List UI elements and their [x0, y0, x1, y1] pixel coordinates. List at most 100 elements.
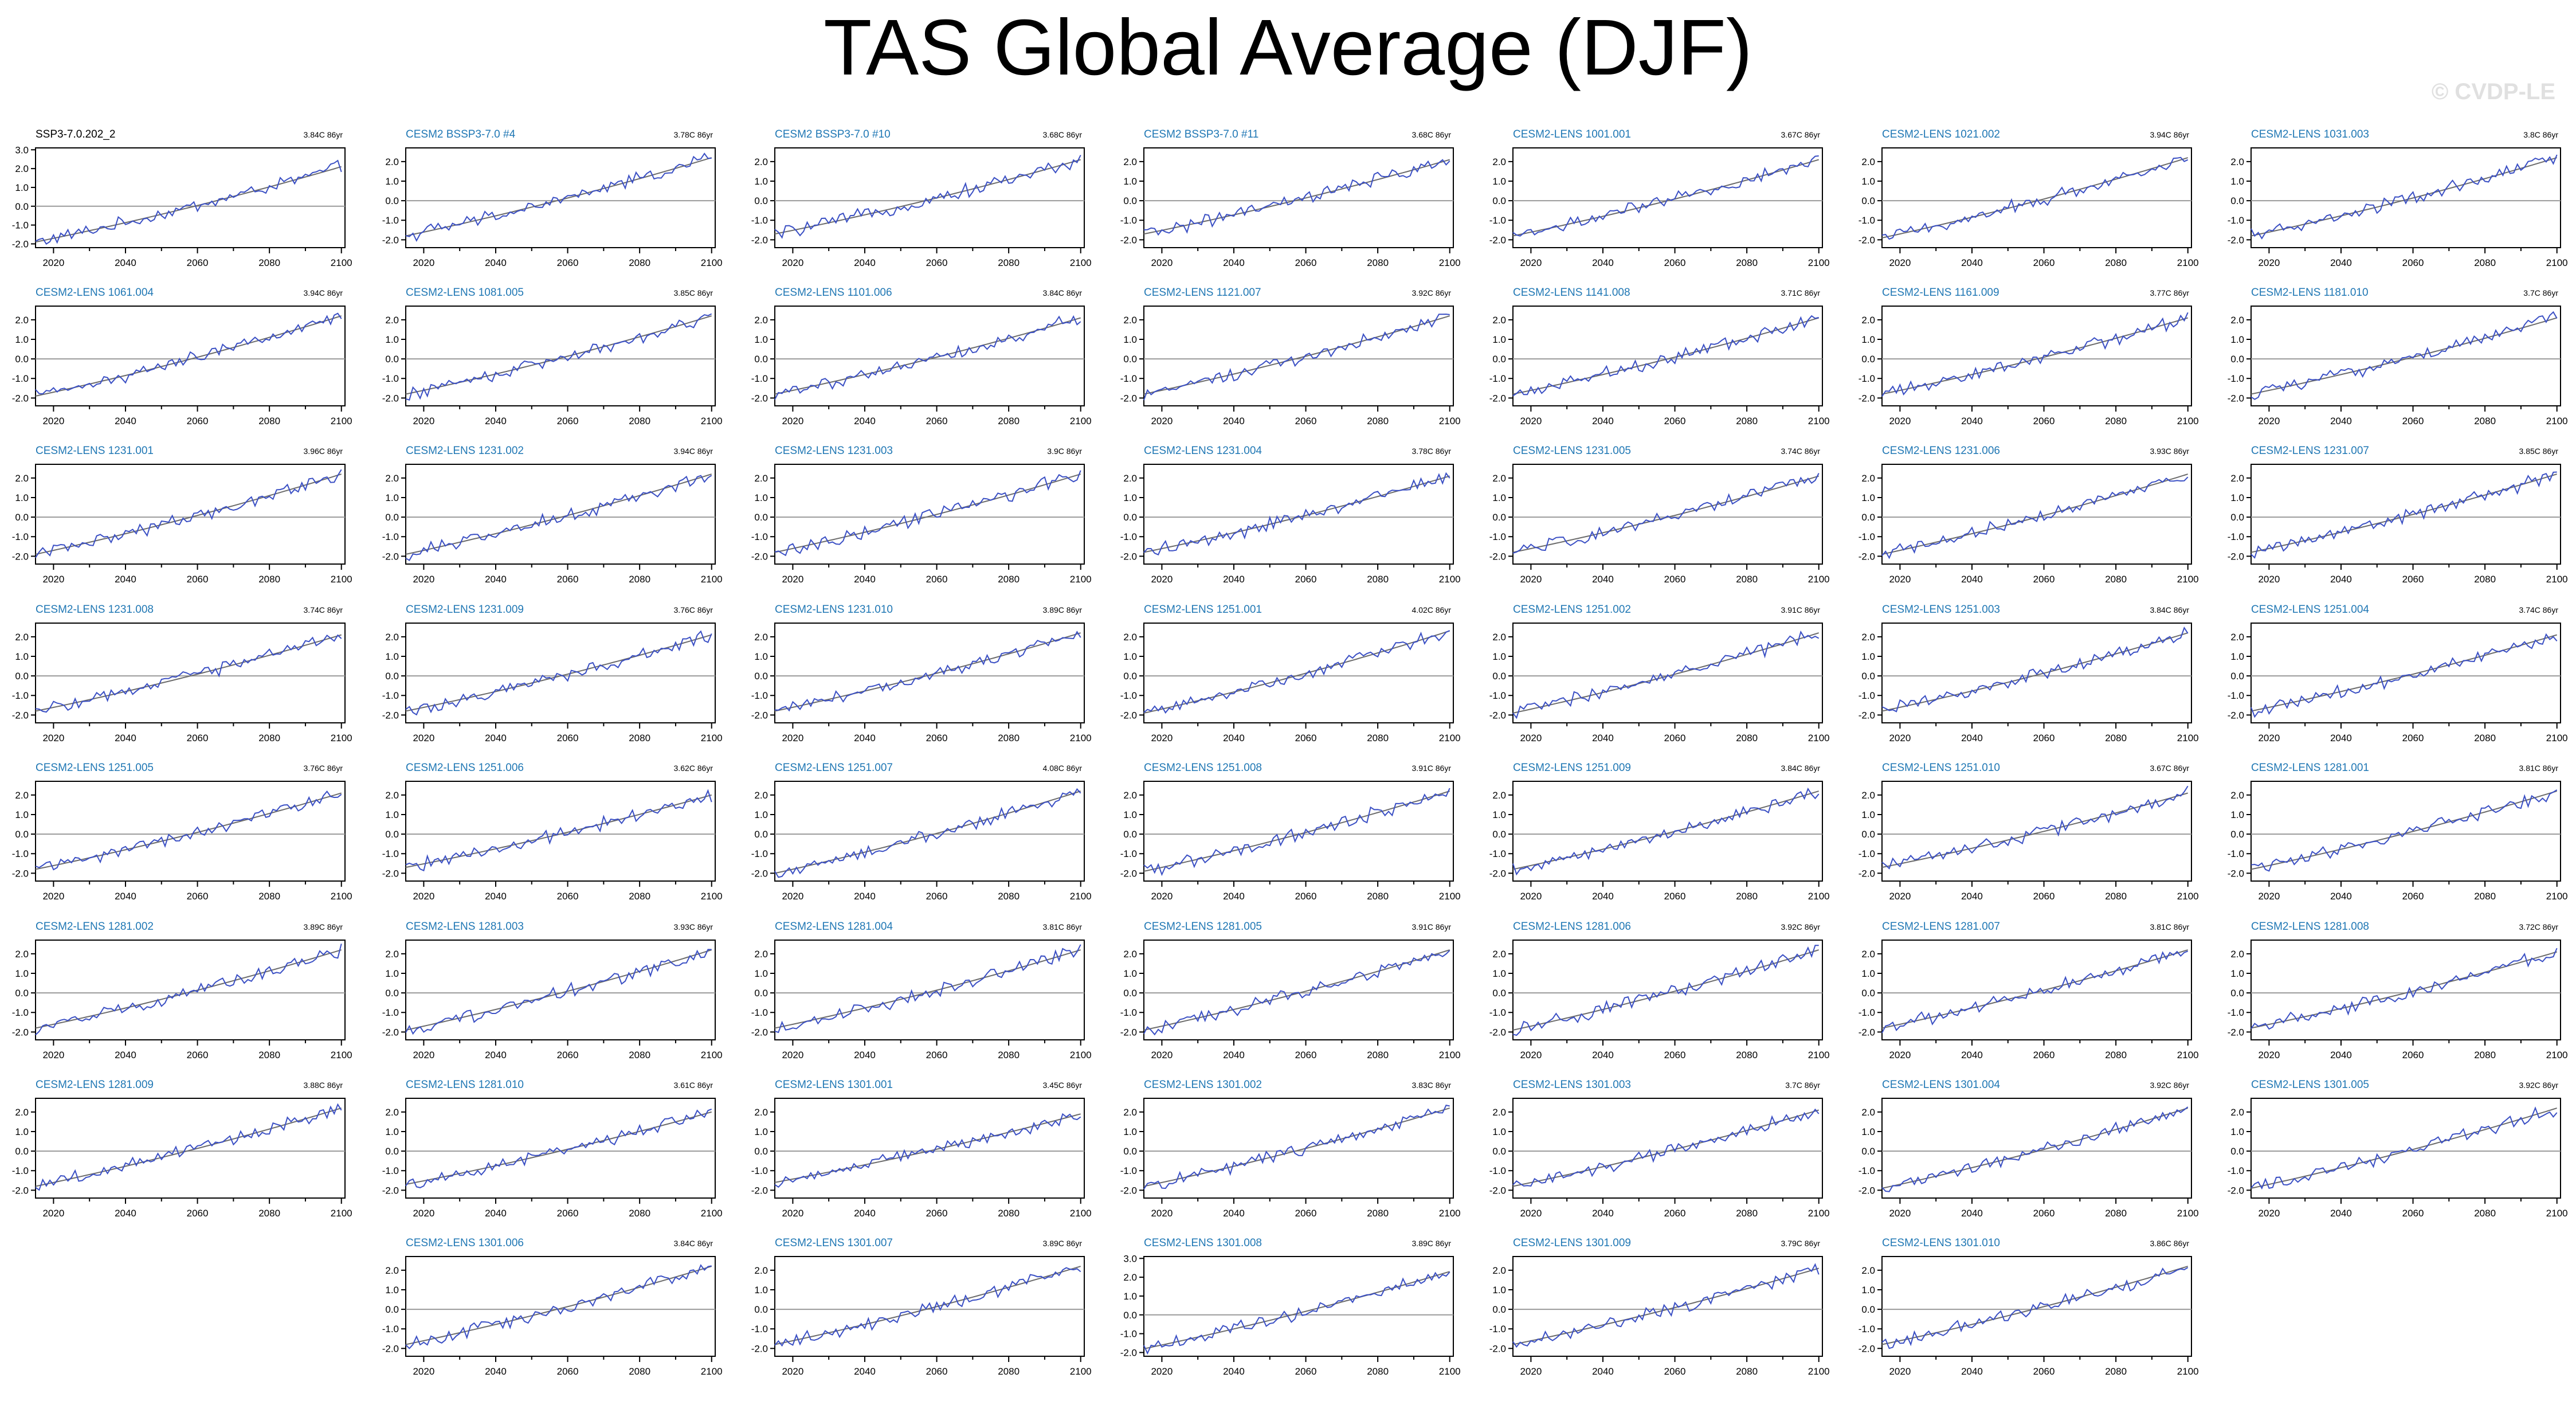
x-tick-label: 2020: [1889, 733, 1911, 743]
x-tick-label: 2060: [1664, 1208, 1686, 1219]
x-tick-label: 2060: [1295, 574, 1317, 585]
trend-line: [774, 1266, 1081, 1345]
y-tick-label: 2.0: [1492, 473, 1506, 484]
panel: CESM2-LENS 1301.009 3.79C 86yr 2.0 1.0 0.0 -1…: [1489, 1237, 1830, 1377]
trend-label: 3.7C 86yr: [2523, 288, 2558, 298]
trend-label: 3.85C 86yr: [2519, 447, 2559, 456]
panel-title: CESM2-LENS 1281.006: [1513, 921, 1631, 933]
series-line: [1881, 1267, 2189, 1349]
y-tick-label: -1.0: [1489, 531, 1506, 542]
x-tick-label: 2020: [2258, 891, 2280, 902]
x-tick-label: 2060: [2402, 1050, 2424, 1060]
plot-frame: [1881, 623, 2192, 723]
trend-label: 3.8C 86yr: [2523, 130, 2558, 139]
trend-label: 3.94C 86yr: [674, 447, 713, 456]
x-tick-label: 2060: [926, 891, 948, 902]
y-tick-label: 1.0: [1123, 809, 1137, 820]
y-tick-label: 0.0: [754, 1146, 768, 1157]
x-tick-label: 2100: [2546, 891, 2568, 902]
x-tick-label: 2080: [2474, 257, 2496, 268]
series-line: [1512, 630, 1820, 719]
y-tick-label: 2.0: [1492, 156, 1506, 167]
panel: CESM2-LENS 1301.002 3.83C 86yr 2.0 1.0 0.0 -1…: [1120, 1079, 1461, 1219]
x-tick-label: 2080: [629, 574, 650, 585]
plot-frame: [1881, 1256, 2192, 1357]
series-line: [1881, 476, 2189, 559]
panel: CESM2-LENS 1251.001 4.02C 86yr 2.0 1.0 0.0 -1…: [1120, 604, 1461, 743]
y-tick-label: 0.0: [1492, 195, 1506, 206]
y-tick-label: 2.0: [15, 315, 29, 326]
trend-label: 3.71C 86yr: [1781, 288, 1821, 298]
panel: CESM2-LENS 1281.005 3.91C 86yr 2.0 1.0 0.0 -1…: [1120, 921, 1461, 1060]
x-tick-label: 2040: [1592, 257, 1614, 268]
y-tick-label: 2.0: [754, 315, 768, 326]
panel-title: CESM2-LENS 1281.008: [2251, 921, 2369, 933]
x-tick-label: 2040: [2330, 733, 2352, 743]
panel: CESM2 BSSP3-7.0 #4 3.78C 86yr 2.0 1.0 0.0 -1.…: [382, 128, 723, 268]
y-tick-label: -1.0: [1120, 1165, 1137, 1176]
x-tick-label: 2060: [2033, 733, 2055, 743]
x-tick-label: 2020: [782, 891, 803, 902]
y-tick-label: 1.0: [385, 492, 399, 503]
y-tick-label: 2.0: [1123, 156, 1137, 167]
trend-label: 3.74C 86yr: [1781, 447, 1821, 456]
y-tick-label: 2.0: [754, 1265, 768, 1276]
trend-line: [2250, 634, 2557, 712]
x-tick-label: 2040: [1223, 574, 1245, 585]
plot-frame: [2250, 147, 2561, 248]
y-tick-label: -2.0: [1120, 551, 1137, 562]
y-tick-label: -1.0: [12, 373, 29, 384]
x-tick-label: 2060: [2033, 1208, 2055, 1219]
x-tick-label: 2060: [557, 1208, 579, 1219]
plot-frame: [405, 147, 716, 248]
y-tick-label: -2.0: [751, 1027, 768, 1038]
x-tick-label: 2040: [1223, 1208, 1245, 1219]
series-line: [1512, 945, 1819, 1036]
trend-label: 3.68C 86yr: [1043, 130, 1083, 139]
y-tick-label: 2.0: [1861, 949, 1875, 960]
x-tick-label: 2060: [1664, 1050, 1686, 1060]
panel: CESM2-LENS 1251.010 3.67C 86yr 2.0 1.0 0.0 -1…: [1859, 762, 2199, 902]
plot-frame: [35, 306, 346, 406]
x-tick-label: 2060: [2033, 257, 2055, 268]
x-tick-label: 2080: [258, 257, 280, 268]
x-tick-label: 2020: [42, 1050, 64, 1060]
plot-frame: [1143, 464, 1454, 565]
y-tick-label: 0.0: [1123, 512, 1137, 523]
y-tick-label: 1.0: [2230, 334, 2244, 345]
trend-line: [35, 792, 342, 870]
panel: CESM2-LENS 1251.002 3.91C 86yr 2.0 1.0 0.0 -1…: [1489, 604, 1830, 743]
panel-title: CESM2-LENS 1301.001: [775, 1079, 893, 1091]
x-tick-label: 2100: [701, 891, 723, 902]
x-tick-label: 2080: [998, 891, 1020, 902]
series-line: [1143, 472, 1450, 555]
y-tick-label: 0.0: [1492, 1304, 1506, 1315]
panel-title: CESM2-LENS 1281.002: [36, 921, 154, 933]
x-tick-label: 2080: [258, 733, 280, 743]
x-tick-label: 2100: [1070, 574, 1092, 585]
x-tick-label: 2100: [701, 416, 723, 426]
y-tick-label: -1.0: [751, 848, 768, 859]
x-tick-label: 2020: [1520, 733, 1542, 743]
y-tick-label: 0.0: [2230, 671, 2244, 682]
y-tick-label: -1.0: [12, 220, 29, 231]
y-tick-label: 1.0: [1123, 651, 1137, 662]
y-tick-label: 2.0: [754, 473, 768, 484]
series-line: [405, 475, 712, 561]
y-tick-label: -1.0: [12, 531, 29, 542]
trend-label: 3.9C 86yr: [1047, 447, 1082, 456]
panel: CESM2-LENS 1251.008 3.91C 86yr 2.0 1.0 0.0 -1…: [1120, 762, 1461, 902]
y-tick-label: 2.0: [15, 1107, 29, 1118]
y-tick-label: 2.0: [15, 632, 29, 643]
y-tick-label: 2.0: [15, 163, 29, 174]
y-tick-label: -2.0: [12, 868, 29, 879]
panel: CESM2-LENS 1001.001 3.67C 86yr 2.0 1.0 0.0 -1…: [1489, 128, 1830, 268]
y-tick-label: -2.0: [1859, 551, 1875, 562]
y-tick-label: 2.0: [385, 949, 399, 960]
x-tick-label: 2080: [258, 1208, 280, 1219]
plot-frame: [1512, 147, 1823, 248]
y-tick-label: 1.0: [385, 651, 399, 662]
x-tick-label: 2020: [1151, 1050, 1173, 1060]
x-tick-label: 2080: [2474, 574, 2496, 585]
x-tick-label: 2060: [926, 257, 948, 268]
